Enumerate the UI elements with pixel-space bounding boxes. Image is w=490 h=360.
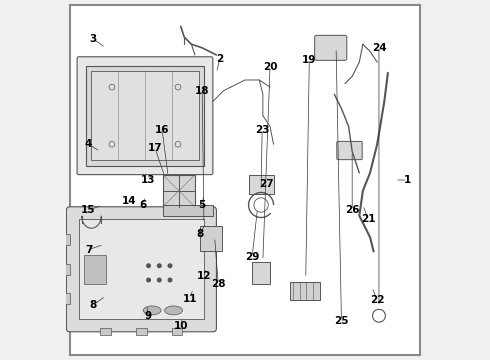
Bar [290, 282, 320, 300]
Text: 24: 24 [371, 43, 386, 53]
Bar [172, 328, 182, 336]
Bar [163, 205, 213, 216]
Circle shape [147, 264, 150, 267]
Text: 10: 10 [173, 321, 188, 332]
Circle shape [157, 264, 161, 267]
Text: 5: 5 [198, 200, 206, 210]
FancyBboxPatch shape [77, 57, 213, 175]
Circle shape [147, 278, 150, 282]
Text: 29: 29 [245, 252, 259, 262]
Bar [86, 66, 204, 166]
Text: 23: 23 [255, 125, 270, 135]
Text: 22: 22 [370, 295, 385, 305]
Circle shape [168, 278, 172, 282]
Text: 21: 21 [361, 214, 375, 224]
Text: 25: 25 [334, 316, 349, 326]
Text: 17: 17 [147, 143, 162, 153]
Circle shape [157, 278, 161, 282]
Bar [92, 71, 198, 160]
Text: 11: 11 [182, 294, 197, 303]
Text: 15: 15 [81, 205, 96, 215]
Ellipse shape [143, 306, 161, 315]
Text: 4: 4 [85, 139, 92, 149]
Text: 19: 19 [302, 55, 317, 65]
FancyBboxPatch shape [315, 35, 347, 60]
Text: 28: 28 [211, 279, 225, 289]
Text: 8: 8 [90, 300, 97, 310]
Text: 9: 9 [145, 311, 152, 321]
Text: 2: 2 [217, 54, 223, 64]
Text: 27: 27 [259, 179, 274, 189]
Text: 12: 12 [196, 271, 211, 282]
Text: 14: 14 [122, 197, 136, 206]
Text: 26: 26 [345, 205, 360, 215]
Bar [200, 226, 222, 251]
Ellipse shape [165, 306, 182, 315]
Bar [61, 234, 70, 245]
FancyBboxPatch shape [337, 141, 362, 159]
Circle shape [168, 264, 172, 267]
Bar [79, 219, 204, 319]
Bar [163, 175, 195, 207]
FancyBboxPatch shape [66, 207, 217, 332]
Bar [252, 262, 270, 284]
Bar [136, 328, 147, 336]
Bar [100, 328, 111, 336]
Text: 20: 20 [263, 63, 277, 72]
Bar [61, 293, 70, 304]
Bar [248, 175, 273, 194]
Text: 6: 6 [140, 200, 147, 210]
Text: 8: 8 [196, 229, 204, 239]
Text: 13: 13 [141, 175, 156, 185]
Bar [84, 255, 106, 284]
Text: 16: 16 [155, 125, 170, 135]
Text: 7: 7 [85, 245, 92, 255]
Bar [61, 264, 70, 275]
Text: 1: 1 [404, 175, 411, 185]
Text: 3: 3 [90, 34, 97, 44]
Text: 18: 18 [195, 86, 209, 96]
